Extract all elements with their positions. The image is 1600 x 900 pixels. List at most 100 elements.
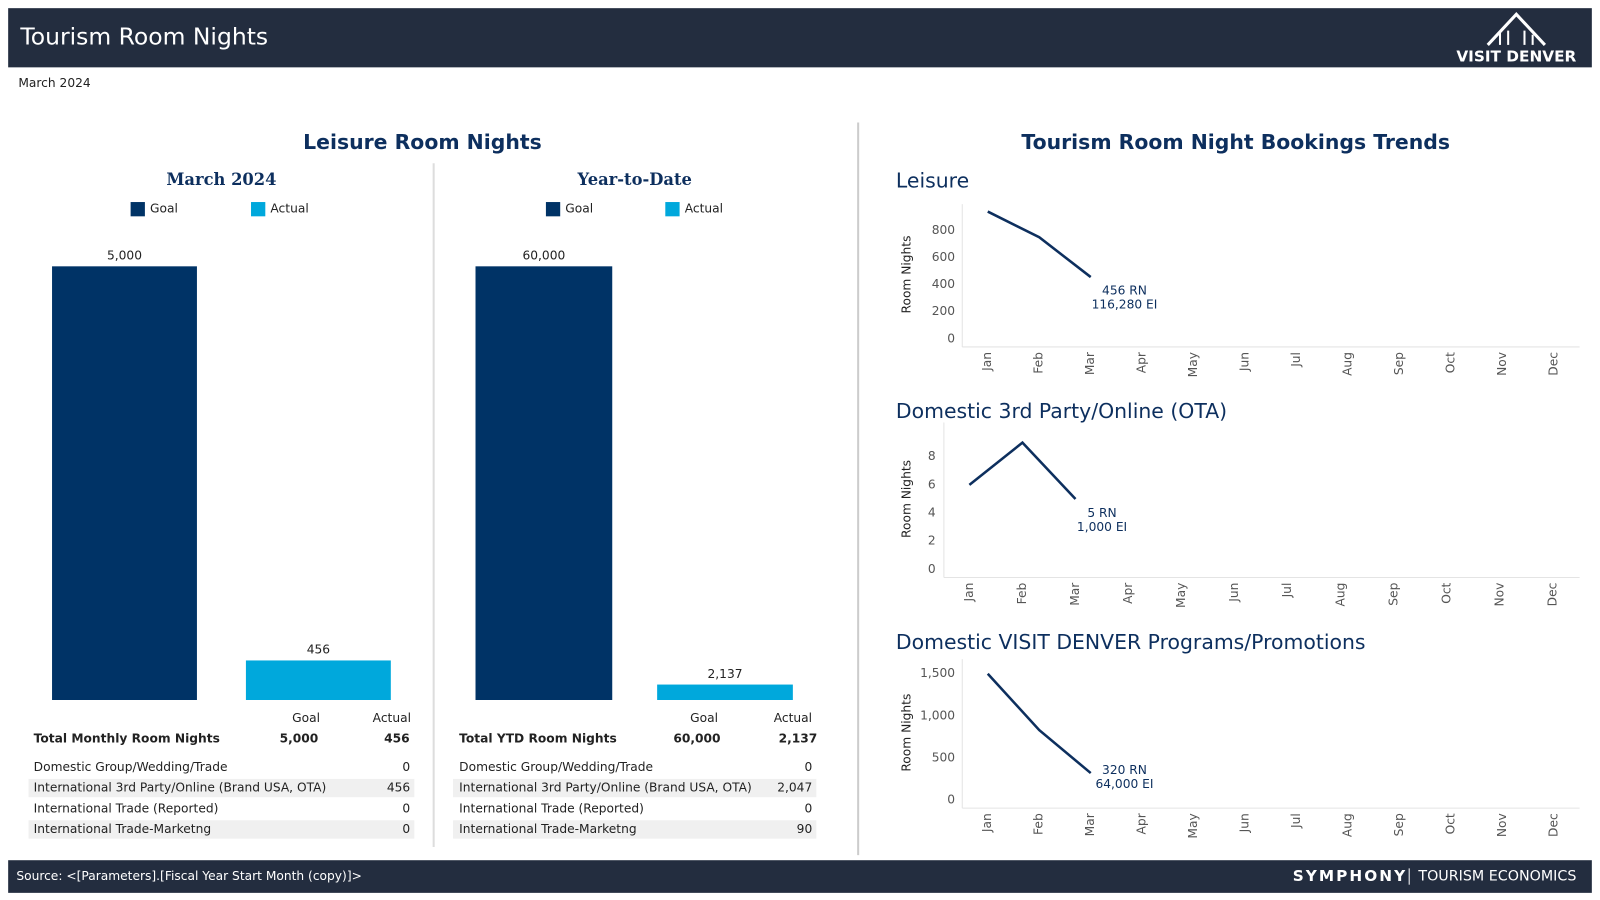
row-stripe: [28, 820, 415, 839]
row-value: 0: [402, 822, 410, 836]
annotation: 64,000 EI: [1095, 777, 1153, 791]
x-tick-label: May: [1186, 813, 1200, 838]
y-axis-label: Room Nights: [900, 460, 914, 538]
annotation: 320 RN: [1102, 763, 1147, 777]
footer-bar: [8, 860, 1592, 893]
x-tick-label: Dec: [1547, 352, 1561, 376]
row-label: International Trade (Reported): [34, 801, 219, 815]
x-tick-label: May: [1186, 352, 1200, 377]
row-value: 0: [804, 801, 812, 815]
annotation: 1,000 EI: [1077, 520, 1127, 534]
row-stripe: [28, 778, 415, 798]
x-tick-label: Jan: [980, 352, 994, 372]
row-label: International 3rd Party/Online (Brand US…: [34, 781, 327, 795]
x-tick-label: Aug: [1341, 352, 1355, 376]
column-header: Actual: [373, 711, 411, 725]
line: [987, 210, 1092, 279]
legend-swatch: [130, 202, 145, 217]
x-tick-label: Jun: [1227, 583, 1241, 603]
header-bar: [8, 8, 1592, 68]
period: March 2024: [18, 76, 91, 90]
x-tick-label: Dec: [1547, 813, 1561, 837]
total-goal: 60,000: [673, 731, 720, 745]
y-tick-label: 1,500: [920, 666, 955, 680]
bar: [245, 660, 391, 700]
chart-title: Domestic 3rd Party/Online (OTA): [896, 399, 1227, 423]
x-tick-label: Oct: [1439, 582, 1453, 603]
row-value: 0: [402, 801, 410, 815]
row-label: International Trade-Marketng: [459, 822, 636, 836]
y-tick-label: 6: [928, 477, 936, 491]
x-tick-label: Feb: [1032, 813, 1046, 835]
x-tick-label: Oct: [1444, 813, 1458, 834]
total-actual: 2,137: [779, 731, 818, 745]
row-stripe: [453, 820, 817, 839]
total-label: Total YTD Room Nights: [459, 731, 617, 745]
column-header: Actual: [774, 711, 812, 725]
row-value: 90: [797, 822, 813, 836]
y-tick-label: 8: [928, 449, 936, 463]
row-label: International Trade (Reported): [459, 801, 644, 815]
chart-title: Domestic VISIT DENVER Programs/Promotion…: [896, 630, 1366, 654]
x-tick-label: Feb: [1015, 582, 1029, 604]
x-tick-label: Apr: [1121, 582, 1135, 604]
annotation: 456 RN: [1102, 283, 1147, 297]
y-axis-label: Room Nights: [900, 694, 914, 772]
y-tick-label: 1,000: [920, 708, 955, 722]
annotation: 116,280 EI: [1092, 298, 1158, 312]
legend-swatch: [251, 202, 266, 217]
section-title: Leisure Room Nights: [303, 130, 542, 154]
x-tick-label: May: [1174, 583, 1188, 608]
annotation: 5 RN: [1087, 506, 1116, 520]
value-label: 5,000: [107, 249, 142, 263]
chart-title: March 2024: [166, 170, 276, 189]
y-tick-label: 600: [932, 250, 955, 264]
x-tick-label: Aug: [1333, 583, 1347, 607]
x-tick-label: Mar: [1083, 351, 1097, 375]
y-tick-label: 0: [947, 331, 955, 345]
y-tick-label: 0: [928, 562, 936, 576]
legend-swatch: [665, 202, 680, 217]
x-tick-label: Jan: [980, 813, 994, 833]
legend-label: Actual: [685, 202, 723, 216]
x-tick-label: Aug: [1341, 813, 1355, 837]
x-tick-label: Sep: [1392, 352, 1406, 375]
brand-sub: TOURISM ECONOMICS: [1417, 869, 1576, 885]
y-tick-label: 400: [932, 277, 955, 291]
x-tick-label: Nov: [1495, 813, 1509, 837]
x-tick-label: Jan: [962, 583, 976, 603]
y-tick-label: 800: [932, 223, 955, 237]
column-header: Goal: [690, 711, 718, 725]
row-label: Domestic Group/Wedding/Trade: [34, 760, 228, 774]
legend-label: Goal: [150, 202, 178, 216]
bar: [475, 266, 613, 700]
y-tick-label: 0: [947, 793, 955, 807]
value-label: 60,000: [522, 249, 565, 263]
value-label: 2,137: [707, 667, 742, 681]
legend-label: Goal: [565, 202, 593, 216]
row-stripe: [453, 778, 817, 798]
x-tick-label: Jul: [1289, 813, 1303, 829]
x-tick-label: Feb: [1032, 352, 1046, 374]
x-tick-label: Mar: [1083, 812, 1097, 836]
chart-title: Year-to-Date: [577, 170, 692, 189]
x-tick-label: Jun: [1238, 813, 1252, 833]
x-tick-label: Mar: [1068, 582, 1082, 606]
row-value: 2,047: [777, 781, 812, 795]
total-label: Total Monthly Room Nights: [34, 731, 220, 745]
x-tick-label: Dec: [1546, 583, 1560, 607]
bar: [657, 684, 793, 700]
page-title: Tourism Room Nights: [19, 22, 268, 50]
y-tick-label: 200: [932, 304, 955, 318]
row-value: 0: [804, 760, 812, 774]
x-tick-label: Sep: [1386, 582, 1400, 605]
x-tick-label: Jul: [1280, 583, 1294, 599]
row-label: International Trade-Marketng: [34, 822, 211, 836]
value-label: 456: [307, 643, 331, 657]
line: [968, 440, 1077, 500]
section-title: Tourism Room Night Bookings Trends: [1021, 130, 1450, 154]
x-tick-label: Nov: [1493, 583, 1507, 607]
line: [986, 672, 1092, 775]
